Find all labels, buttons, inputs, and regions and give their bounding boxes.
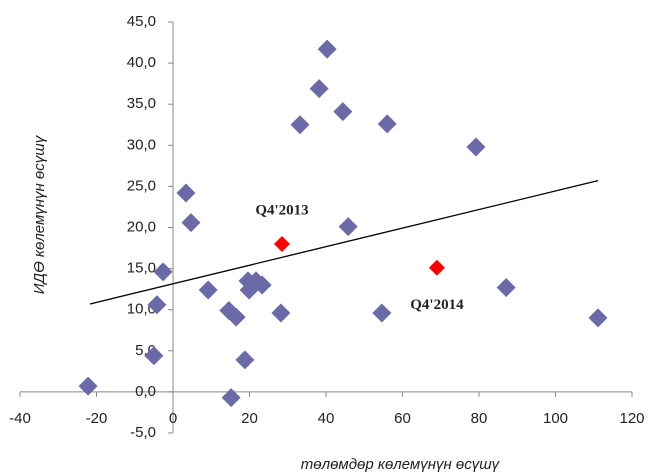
point: [338, 217, 358, 237]
point: [333, 102, 353, 122]
point: [496, 278, 516, 298]
y-tick-label: 45,0: [127, 13, 156, 30]
point: [588, 308, 608, 328]
x-tick-label: 20: [241, 410, 258, 427]
point: [377, 114, 397, 134]
y-tick-label: 25,0: [127, 177, 156, 194]
point: [144, 346, 164, 366]
x-tick-label: 0: [169, 410, 177, 427]
point: [252, 275, 272, 295]
point: [176, 183, 196, 203]
point: [147, 295, 167, 315]
x-tick-label: 40: [318, 410, 335, 427]
point: [271, 303, 291, 323]
y-tick-label: 40,0: [127, 54, 156, 71]
y-tick-label: -5,0: [130, 424, 156, 441]
y-tick-label: 20,0: [127, 218, 156, 235]
point: [309, 79, 329, 99]
y-tick-label: 35,0: [127, 95, 156, 112]
point: [466, 137, 486, 157]
point: [226, 307, 246, 327]
y-tick-label: 0,0: [135, 383, 156, 400]
x-tick-label: -20: [86, 410, 108, 427]
y-axis-label: ИДӨ көлемүнүн өсүшү: [31, 134, 48, 294]
x-tick-label: 120: [619, 410, 644, 427]
point: [235, 350, 255, 370]
x-tick-label: 60: [394, 410, 411, 427]
point: [290, 115, 310, 135]
point: [274, 235, 291, 252]
point: [221, 388, 241, 408]
x-axis-label: төлөмдөр көлемүнүн өсүшү: [301, 456, 501, 473]
y-tick-label: 15,0: [127, 260, 156, 277]
annotation: Q4'2013: [255, 202, 308, 218]
x-tick-label: 80: [471, 410, 488, 427]
trend-line: [89, 180, 599, 305]
point: [78, 376, 98, 396]
point: [198, 280, 218, 300]
point: [428, 259, 445, 276]
point: [153, 262, 173, 282]
point: [181, 213, 201, 233]
point: [372, 303, 392, 323]
annotation: Q4'2014: [410, 297, 464, 313]
x-tick-label: -40: [9, 410, 31, 427]
y-tick-label: 30,0: [127, 136, 156, 153]
point: [317, 39, 337, 59]
x-tick-label: 100: [543, 410, 568, 427]
